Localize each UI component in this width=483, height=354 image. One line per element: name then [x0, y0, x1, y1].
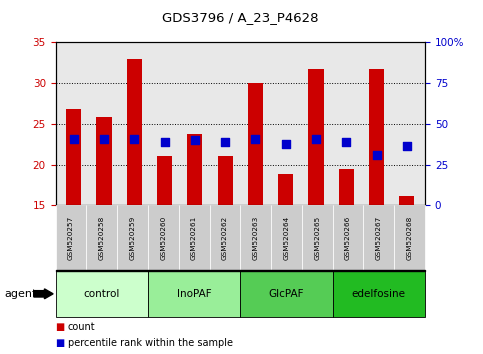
Text: InoPAF: InoPAF	[177, 289, 212, 299]
Point	[221, 139, 229, 145]
Text: GSM520258: GSM520258	[99, 216, 105, 260]
Text: GSM520266: GSM520266	[345, 216, 351, 260]
Bar	[399, 196, 414, 205]
Text: agent: agent	[5, 289, 37, 299]
Point	[100, 137, 108, 142]
Bar	[97, 118, 112, 205]
Bar	[309, 69, 324, 205]
Text: count: count	[68, 322, 95, 332]
Point	[191, 137, 199, 143]
Point	[342, 139, 350, 145]
Text: GSM520260: GSM520260	[160, 216, 166, 260]
Text: GSM520268: GSM520268	[407, 216, 412, 260]
Text: percentile rank within the sample: percentile rank within the sample	[68, 338, 233, 348]
Text: GSM520261: GSM520261	[191, 216, 197, 260]
Point	[161, 139, 169, 145]
Text: GSM520259: GSM520259	[129, 216, 136, 260]
Bar	[217, 156, 233, 205]
Bar	[248, 83, 263, 205]
Point	[70, 137, 78, 142]
Text: GSM520264: GSM520264	[284, 216, 289, 260]
Bar	[187, 134, 202, 205]
Text: ■: ■	[56, 338, 65, 348]
Bar	[127, 59, 142, 205]
Text: GSM520265: GSM520265	[314, 216, 320, 260]
Bar	[157, 156, 172, 205]
Point	[403, 143, 411, 149]
Bar	[339, 169, 354, 205]
Point	[373, 152, 381, 158]
Text: GSM520267: GSM520267	[376, 216, 382, 260]
Text: GSM520257: GSM520257	[68, 216, 74, 260]
Text: GSM520263: GSM520263	[253, 216, 259, 260]
Text: edelfosine: edelfosine	[352, 289, 406, 299]
Point	[130, 136, 138, 141]
Text: GlcPAF: GlcPAF	[269, 289, 304, 299]
Text: GSM520262: GSM520262	[222, 216, 228, 260]
Text: ■: ■	[56, 322, 65, 332]
Bar	[66, 109, 81, 205]
Point	[252, 136, 259, 141]
Bar	[369, 69, 384, 205]
Point	[282, 141, 290, 147]
Point	[312, 136, 320, 141]
Text: GDS3796 / A_23_P4628: GDS3796 / A_23_P4628	[162, 11, 319, 24]
Text: control: control	[84, 289, 120, 299]
Bar	[278, 173, 293, 205]
